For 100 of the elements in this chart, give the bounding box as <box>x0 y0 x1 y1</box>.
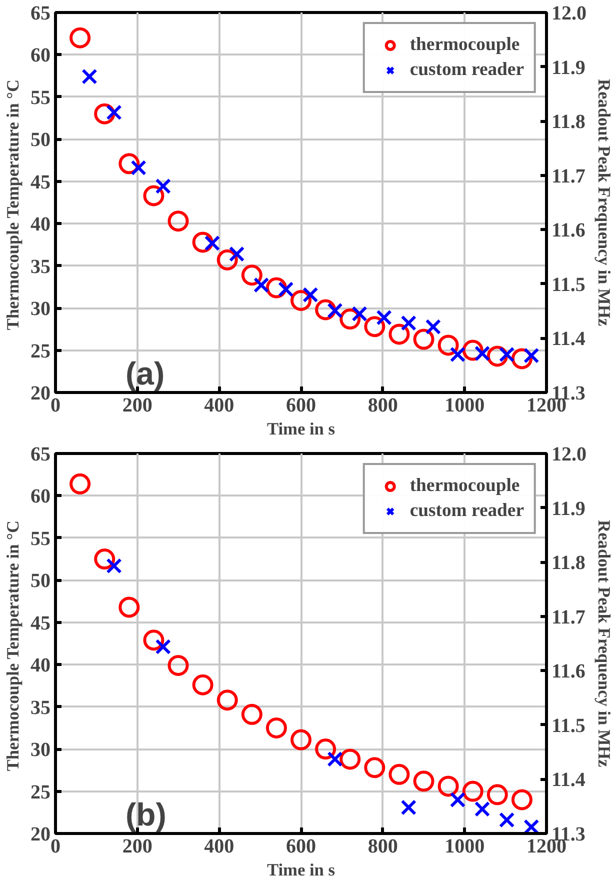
y-axis-title: Thermocouple Temperature in °C <box>4 520 22 772</box>
y2-tick-label: 12.0 <box>552 444 586 466</box>
legend-label: thermocouple <box>410 34 520 56</box>
point <box>364 757 386 778</box>
point <box>340 748 361 770</box>
point <box>400 800 416 816</box>
point <box>241 704 262 725</box>
point <box>168 654 189 676</box>
y2-tick-label: 11.6 <box>552 660 586 683</box>
y-tick-label: 35 <box>30 256 50 278</box>
point <box>450 346 466 362</box>
legend-label: custom reader <box>410 59 524 81</box>
y-tick-label: 30 <box>30 298 50 320</box>
x-tick-label: 800 <box>368 394 398 416</box>
point <box>523 348 540 364</box>
x-tick-label: 400 <box>204 836 234 858</box>
y-tick-label: 25 <box>30 340 50 362</box>
point <box>498 812 515 828</box>
point <box>498 346 515 362</box>
x-tick-label: 0 <box>50 394 60 416</box>
y-tick-label: 60 <box>30 486 50 508</box>
point <box>155 638 171 655</box>
x-tick-label: 400 <box>204 394 234 416</box>
x-axis-title: Time in s <box>266 420 336 438</box>
y2-axis-title: Readout Peak Frequency in MHz <box>594 520 614 768</box>
point <box>438 334 459 356</box>
y-tick-label: 25 <box>30 781 50 804</box>
point <box>253 277 270 293</box>
y2-tick-label: 11.7 <box>552 165 586 188</box>
point <box>241 264 262 286</box>
y-tick-label: 20 <box>30 824 50 846</box>
point <box>327 751 343 767</box>
point <box>352 306 368 322</box>
point <box>143 185 164 206</box>
point <box>511 789 532 810</box>
x-tick-label: 0 <box>50 836 60 858</box>
y2-tick-label: 11.7 <box>552 606 586 628</box>
legend-label: thermocouple <box>410 475 520 497</box>
point <box>216 690 238 711</box>
y-tick-label: 65 <box>30 444 50 466</box>
y-tick-label: 60 <box>30 44 50 67</box>
point <box>82 68 98 84</box>
point <box>474 346 490 362</box>
point <box>290 290 312 311</box>
y-tick-label: 50 <box>30 129 50 152</box>
point <box>376 310 392 326</box>
point <box>228 246 245 262</box>
y-tick-label: 50 <box>30 570 50 592</box>
y-tick-label: 40 <box>30 214 50 236</box>
point <box>413 770 434 792</box>
point <box>94 548 116 570</box>
y2-tick-label: 11.5 <box>552 714 586 737</box>
y-tick-label: 30 <box>30 739 50 762</box>
point <box>425 318 442 335</box>
point <box>118 596 140 618</box>
point <box>143 630 164 651</box>
point <box>302 286 318 303</box>
y-axis-title: Thermocouple Temperature in °C <box>4 80 22 330</box>
y-tick-label: 55 <box>30 528 50 550</box>
x-axis-title: Time in s <box>266 860 336 880</box>
x-tick-label: 200 <box>122 394 152 416</box>
x-tick-label: 200 <box>122 836 152 858</box>
annotation: (a) <box>126 356 165 392</box>
x-tick-label: 1000 <box>444 836 485 858</box>
y2-tick-label: 11.8 <box>552 111 586 134</box>
point <box>155 178 171 194</box>
point <box>438 776 459 797</box>
point <box>216 249 238 270</box>
point <box>290 729 312 750</box>
annotation: (b) <box>126 796 166 832</box>
y2-tick-label: 11.9 <box>552 56 586 79</box>
point <box>413 328 434 350</box>
point <box>204 235 220 252</box>
x-tick-label: 1000 <box>444 394 485 416</box>
x-tick-label: 600 <box>286 394 316 416</box>
point <box>106 558 122 574</box>
y-tick-label: 45 <box>30 612 50 634</box>
point <box>462 780 484 802</box>
point <box>523 819 540 834</box>
y2-tick-label: 11.4 <box>552 328 586 350</box>
y-tick-label: 40 <box>30 654 50 677</box>
point <box>364 316 386 338</box>
point <box>474 801 490 817</box>
y2-tick-label: 11.8 <box>552 552 586 574</box>
point <box>168 210 189 232</box>
y-tick-label: 35 <box>30 696 50 719</box>
y-tick-label: 55 <box>30 86 50 109</box>
point <box>388 764 410 785</box>
point <box>450 792 466 808</box>
point <box>486 784 508 806</box>
point <box>106 104 122 120</box>
point <box>130 160 146 176</box>
y2-tick-label: 11.9 <box>552 498 586 520</box>
y2-tick-label: 11.4 <box>552 769 586 792</box>
y2-tick-label: 11.6 <box>552 220 586 242</box>
y2-axis-title: Readout Peak Frequency in MHz <box>594 78 614 326</box>
y-tick-label: 45 <box>30 171 50 194</box>
point <box>400 315 416 331</box>
point <box>70 27 91 48</box>
point <box>192 674 214 696</box>
